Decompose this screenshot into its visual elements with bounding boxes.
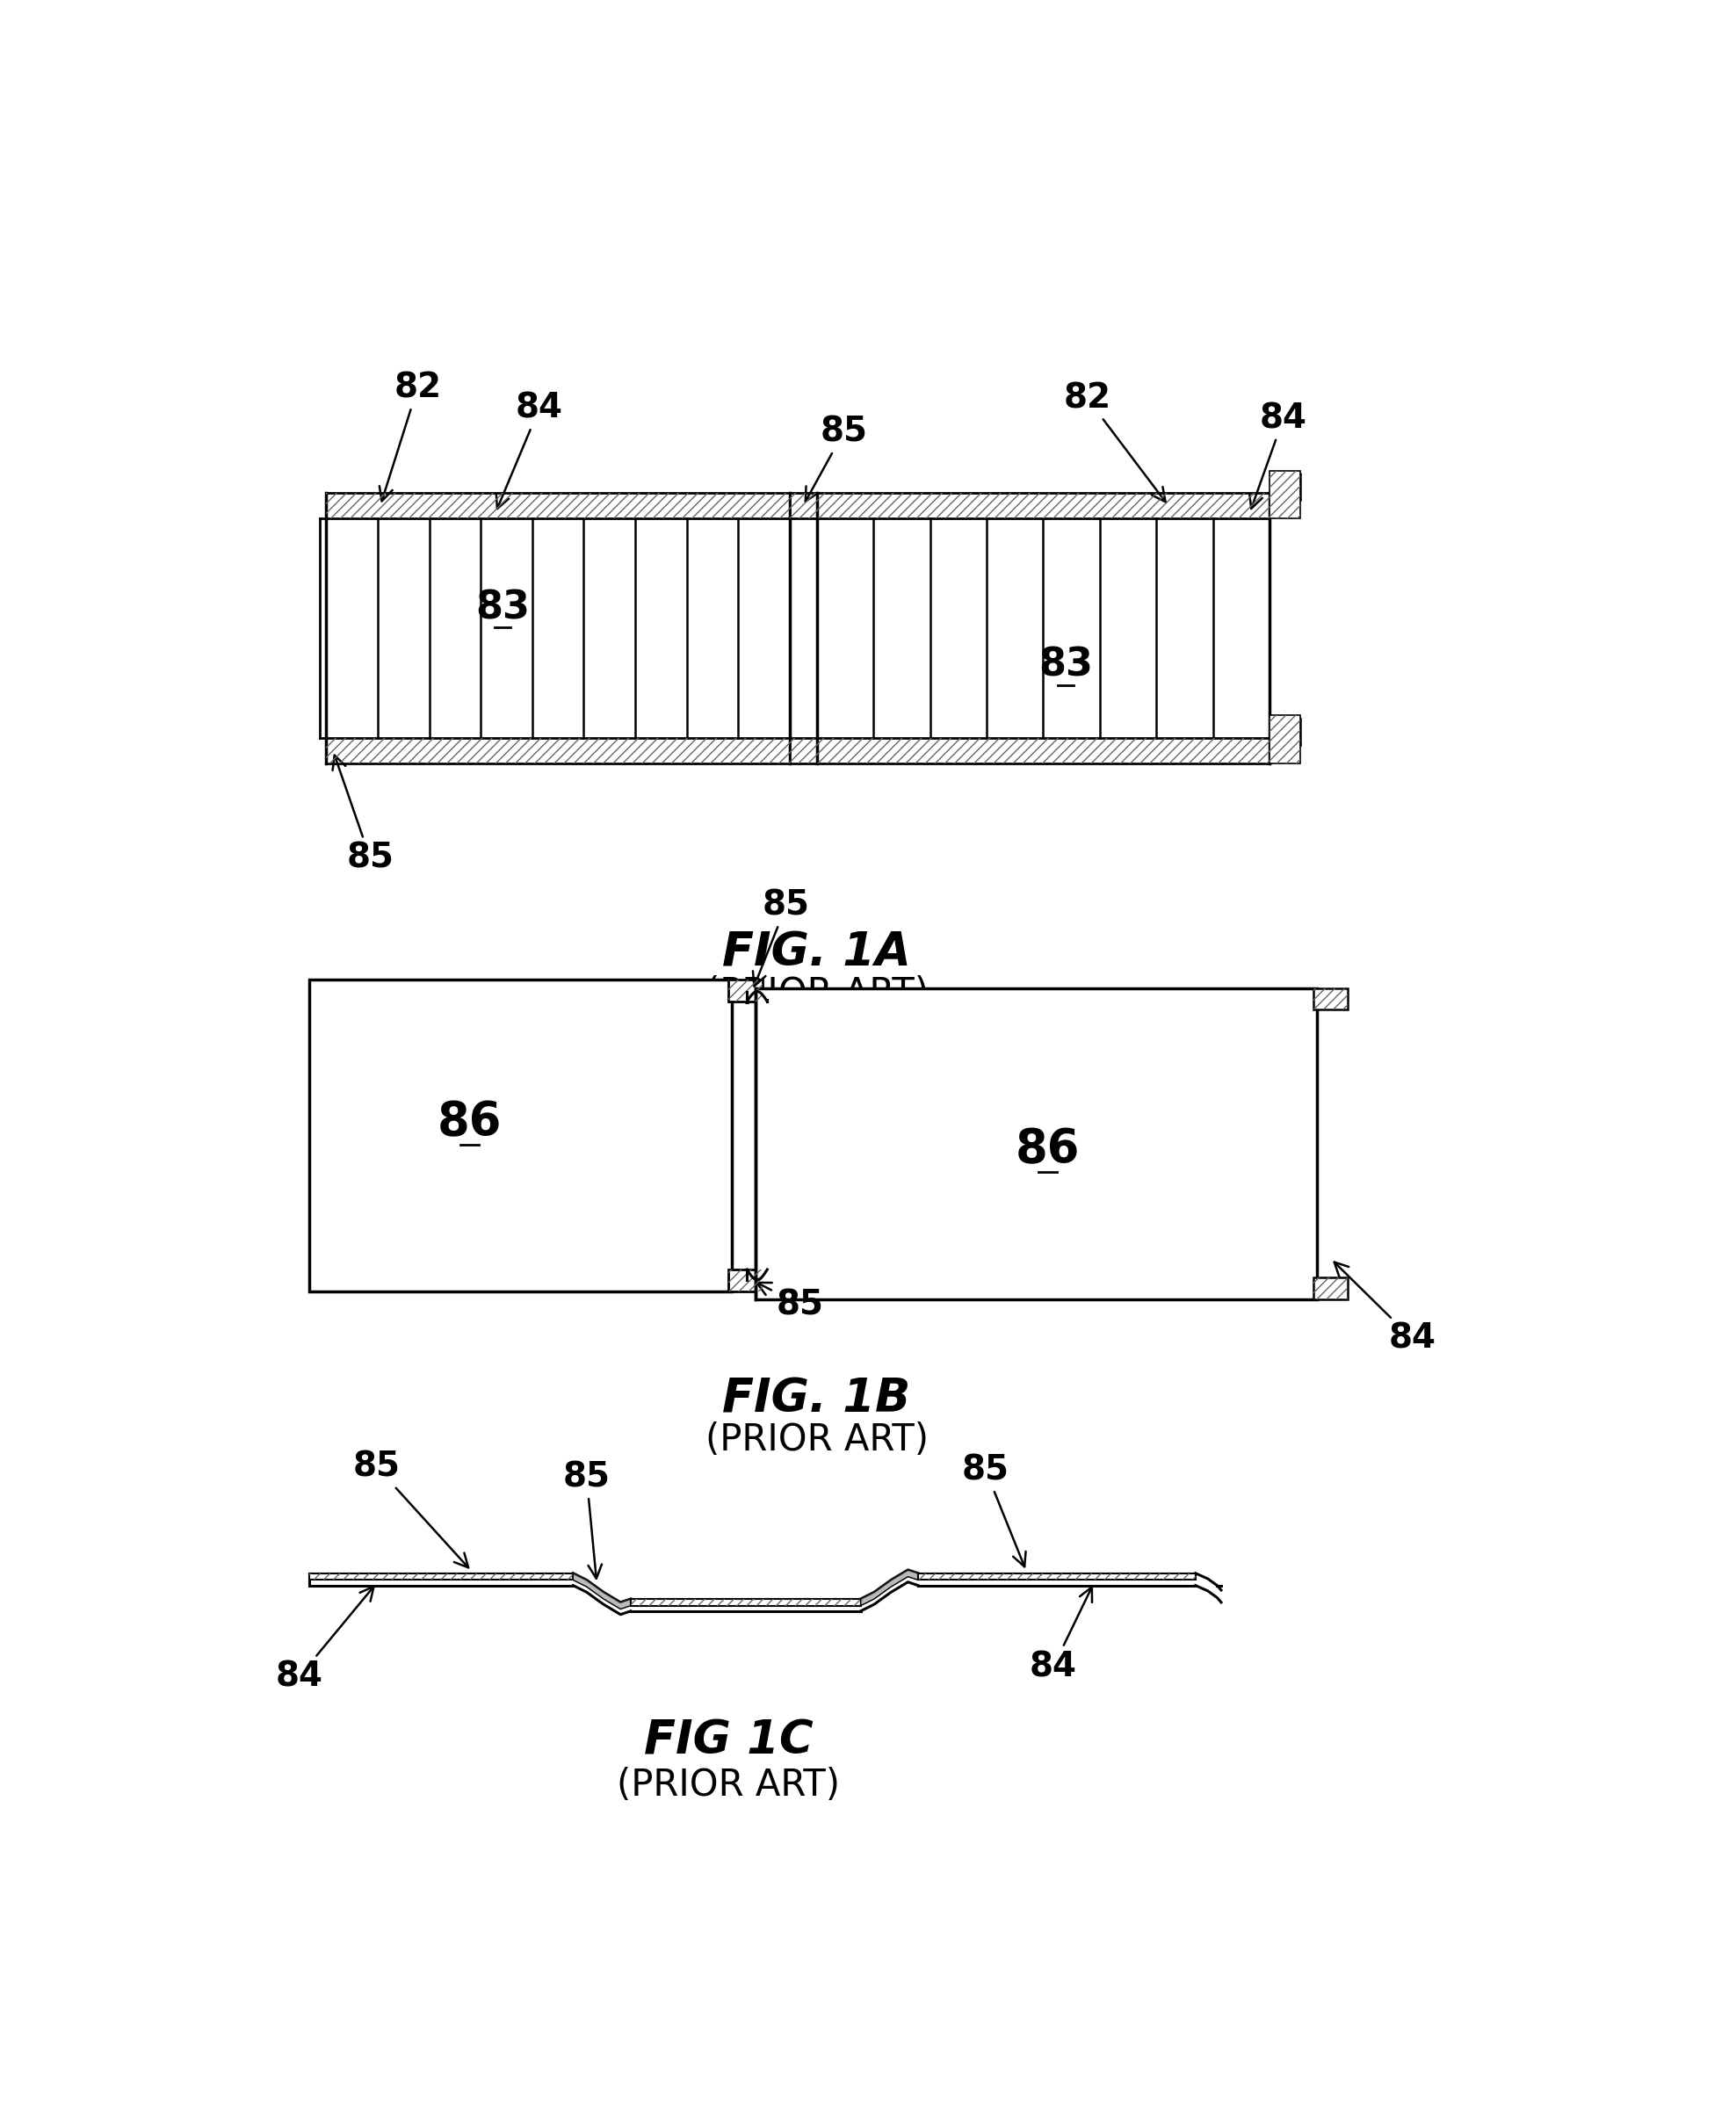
Text: 85: 85 — [757, 1282, 823, 1322]
Bar — [326, 492, 790, 520]
Text: 84: 84 — [1335, 1263, 1436, 1356]
Text: 82: 82 — [380, 372, 441, 501]
Text: 84: 84 — [1250, 401, 1307, 509]
Bar — [1269, 716, 1300, 765]
Bar — [326, 737, 790, 765]
Bar — [630, 1599, 861, 1605]
Text: 84: 84 — [276, 1586, 373, 1694]
Text: 84: 84 — [1029, 1586, 1092, 1683]
Bar — [326, 737, 790, 765]
Bar — [816, 492, 1269, 520]
Bar — [816, 737, 1269, 765]
Text: FIG 1C: FIG 1C — [644, 1719, 814, 1764]
Text: (PRIOR ART): (PRIOR ART) — [705, 1421, 929, 1459]
Text: 84: 84 — [496, 391, 562, 509]
Bar — [1314, 988, 1347, 1010]
Text: 85: 85 — [352, 1451, 469, 1567]
Text: 83: 83 — [1038, 646, 1094, 684]
Text: (PRIOR ART): (PRIOR ART) — [705, 976, 929, 1012]
Bar — [1314, 1278, 1347, 1299]
Bar — [1314, 1278, 1347, 1299]
Text: 83: 83 — [476, 589, 529, 627]
Text: 86: 86 — [1016, 1126, 1080, 1172]
Text: 85: 85 — [753, 889, 811, 986]
Bar — [309, 980, 733, 1290]
Polygon shape — [861, 1569, 918, 1605]
Text: (PRIOR ART): (PRIOR ART) — [616, 1766, 840, 1804]
Bar — [729, 980, 762, 1001]
Bar — [1269, 471, 1300, 520]
Bar — [790, 737, 816, 765]
Bar — [790, 492, 816, 520]
Text: 85: 85 — [962, 1453, 1026, 1567]
Bar — [729, 1269, 762, 1290]
Bar — [729, 1269, 762, 1290]
Text: 82: 82 — [1064, 382, 1165, 503]
Text: 85: 85 — [333, 756, 394, 874]
Bar — [755, 988, 1318, 1299]
Bar — [790, 492, 816, 520]
Bar — [790, 737, 816, 765]
Bar — [918, 1573, 1196, 1580]
Bar — [918, 1573, 1196, 1580]
Text: 85: 85 — [806, 416, 868, 501]
Text: 85: 85 — [562, 1462, 611, 1578]
Bar — [1269, 471, 1300, 520]
Bar — [309, 1573, 573, 1580]
Text: FIG. 1B: FIG. 1B — [722, 1377, 911, 1421]
Bar — [816, 737, 1269, 765]
Bar — [729, 980, 762, 1001]
Bar — [1269, 716, 1300, 765]
Bar — [309, 1573, 573, 1580]
Bar — [816, 492, 1269, 520]
Text: 86: 86 — [437, 1098, 502, 1145]
Text: FIG. 1A: FIG. 1A — [722, 929, 911, 976]
Bar — [1314, 988, 1347, 1010]
Bar — [326, 492, 790, 520]
Polygon shape — [573, 1573, 630, 1609]
Bar — [630, 1599, 861, 1605]
